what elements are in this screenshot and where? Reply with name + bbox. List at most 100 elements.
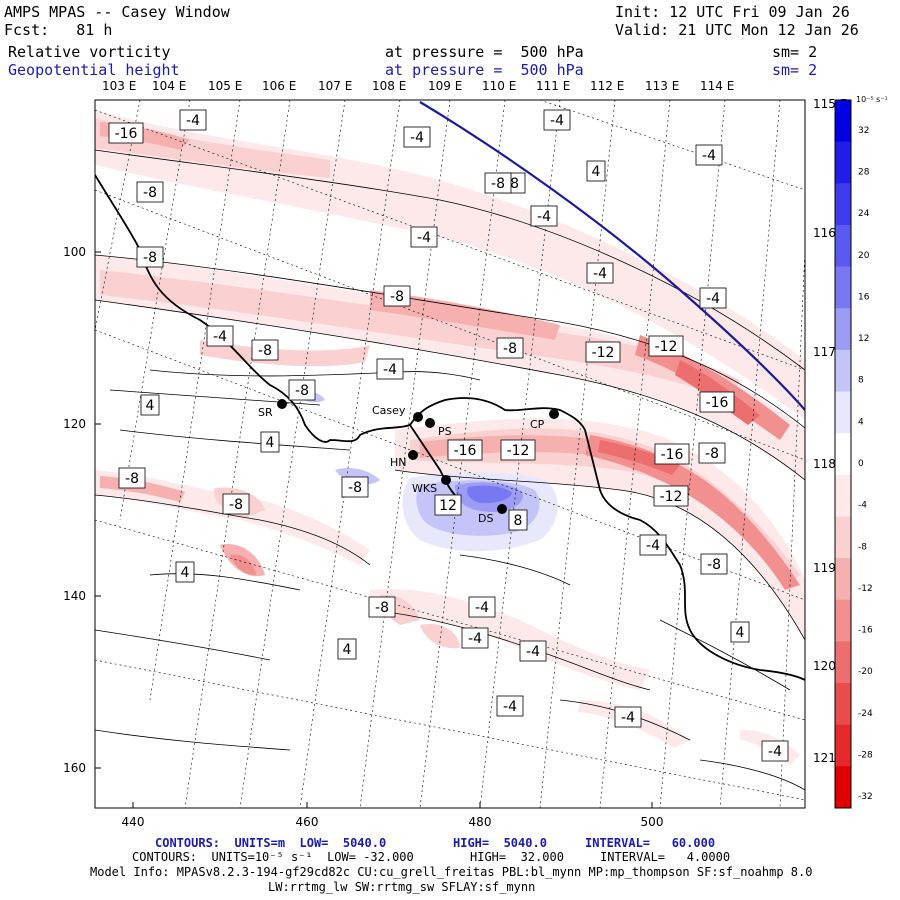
colorbar-swatch [835,766,851,809]
contour-label-box [403,126,431,148]
contour-label: -16 [661,447,684,463]
colorbar-swatch [835,558,851,601]
station-label: PS [438,425,452,438]
colorbar-label: 32 [858,126,869,136]
station-dot [497,504,507,514]
contour-label: -4 [213,329,227,345]
contour-label: -4 [503,699,517,715]
contour-labels: -16 -4 -4 -4 -4 4 -8 -8 -4 -8 -4 -4 -8 -4 -8 -4 -8 -12 -12… [108,109,789,762]
contour-label: -4 [383,362,397,378]
colorbar-swatch [835,141,851,184]
bottom-axis-label: 440 [122,815,145,829]
window-title: AMPS MPAS -- Casey Window [4,3,230,21]
contour-label: -8 [229,497,243,513]
left-axis-label: 100 [63,245,86,259]
field2-smoothing: sm= 2 [772,61,818,79]
colorbar-label: 4 [858,417,864,427]
coastline [95,174,805,681]
colorbar-swatch [835,724,851,767]
contour-label-box [288,379,316,401]
contour-label-box [368,596,396,618]
contour-label: -8 [143,250,157,266]
contour-label-box [136,246,164,268]
contour-label-box [648,335,684,357]
top-longitude-label: 111 E [536,79,571,93]
contour-label-box [383,285,411,307]
colorbar-label: -24 [858,709,873,719]
colorbar-swatch [835,183,851,226]
contour-label-box [337,638,357,660]
station-label: DS [478,512,493,525]
contour-label: -8 [390,289,404,305]
colorbar-swatch [835,516,851,559]
plot-frame [94,99,806,809]
footer-vorticity-high: HIGH= 32.000 [470,850,564,864]
contour-label-box [496,695,524,717]
contour-label-box [500,439,536,461]
contour-label: -4 [621,710,635,726]
contour-label-box [461,627,489,649]
footer-physics-info: LW:rrtmg_lw SW:rrtmg_sw SFLAY:sf_mynn [268,880,536,894]
contour-label-box [179,109,207,131]
contour-label: -8 [705,446,719,462]
top-longitude-label: 112 E [590,79,625,93]
station-dot [425,418,435,428]
top-longitude-label: 107 E [318,79,353,93]
contour-label-box [484,172,512,194]
contour-label-box [586,160,606,182]
colorbar-label: -4 [858,501,867,511]
field1-level: at pressure = 500 hPa [385,43,584,61]
contour-label-box [508,509,528,531]
field2-level: at pressure = 500 hPa [385,61,584,79]
valid-time: Valid: 21 UTC Mon 12 Jan 26 [615,21,859,39]
station-dot [408,450,418,460]
contour-label-box [206,325,234,347]
footer-model-info: Model Info: MPASv8.2.3-194-gf29cd82c CU:… [90,865,813,879]
colorbar-swatch [835,308,851,351]
contour-label: -16 [115,126,138,142]
contour-label-box [434,494,462,516]
colorbar-label: -32 [858,792,873,802]
colorbar-label: -12 [858,584,873,594]
colorbar-label: 20 [858,251,870,261]
contour-label: 4 [592,164,601,180]
contour-label: -12 [507,443,530,459]
top-longitude-label: 105 E [208,79,243,93]
colorbar-label: -8 [858,542,867,552]
contour-label-box [543,109,571,131]
left-axis-label: 140 [63,589,86,603]
contour-label-box [108,122,144,144]
colorbar-swatch [835,641,851,684]
contour-label: -4 [768,744,782,760]
contour-label: -8 [143,185,157,201]
contour-label: -16 [454,443,477,459]
contour-label: 4 [266,435,275,451]
contour-label-box [496,337,524,359]
contour-label: 4 [736,625,745,641]
top-longitude-label: 110 E [482,79,517,93]
contour-label-box [654,443,690,465]
contour-label: 12 [439,498,457,514]
colorbar-swatch [835,349,851,393]
contour-label-box [260,431,280,453]
contour-label: -4 [410,130,424,146]
contour-label-box [614,706,642,728]
colorbar-swatch [835,474,851,517]
contour-label: -8 [375,600,389,616]
contour-label-box [699,287,727,309]
contour-label: -4 [550,113,564,129]
init-time: Init: 12 UTC Fri 09 Jan 26 [615,3,850,21]
top-longitude-label: 114 E [700,79,735,93]
colorbar-label: 16 [858,292,870,302]
contour-label-box [761,740,789,762]
colorbar-label: 12 [858,334,869,344]
colorbar-label: 24 [858,209,870,219]
contour-label-box [140,394,160,416]
footer-geopotential-low: CONTOURS: UNITS=m LOW= 5040.0 [155,836,387,850]
contour-label: 4 [181,565,190,581]
bottom-axis-label: 480 [469,815,492,829]
station-dot [277,399,287,409]
contour-label: -8 [348,480,362,496]
contour-label-box [222,493,250,515]
